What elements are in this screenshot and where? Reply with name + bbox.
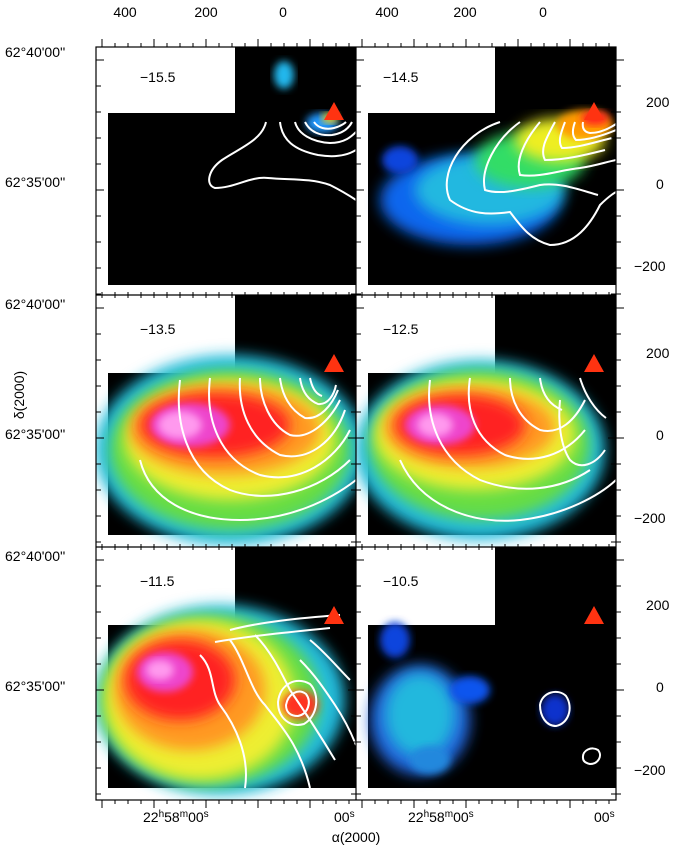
- panel-4: [356, 295, 616, 540]
- marker-triangle-4: [584, 354, 604, 372]
- top-tick-0-right: 0: [539, 4, 547, 20]
- y-axis-label: δ(2000): [11, 371, 27, 419]
- right-tick-200-row1: 200: [646, 94, 670, 110]
- right-tick-0-row3: 0: [656, 679, 664, 695]
- panel-3: [96, 295, 356, 545]
- panel-label-3: −13.5: [140, 321, 176, 337]
- right-tick-0-row2: 0: [656, 427, 664, 443]
- panel-label-2: −14.5: [383, 69, 419, 85]
- x-axis-label: α(2000): [332, 829, 381, 845]
- right-tick-200-row2: 200: [646, 345, 670, 361]
- dec-tick-4000-row2: 62°40'00'': [5, 296, 65, 312]
- top-tick-400-left: 400: [113, 4, 137, 20]
- panel-label-1: −15.5: [140, 69, 176, 85]
- tick-marks: [96, 39, 624, 808]
- panel-frames: [95, 46, 617, 801]
- right-tick-200-row3: 200: [646, 597, 670, 613]
- dec-tick-4000-row3: 62°40'00'': [5, 548, 65, 564]
- right-tick-m200-row3: −200: [634, 762, 666, 778]
- ra-tick-right-panel: 22h58m00s: [408, 809, 474, 825]
- dec-tick-3500-row3: 62°35'00'': [5, 678, 65, 694]
- top-tick-0-left: 0: [279, 4, 287, 20]
- dec-tick-3500-row1: 62°35'00'': [5, 174, 65, 190]
- panel-label-4: −12.5: [383, 321, 419, 337]
- panel-6: [368, 547, 616, 788]
- top-tick-200-left: 200: [194, 4, 218, 20]
- panel-2: [368, 47, 616, 285]
- panel-1: [108, 47, 356, 285]
- dec-tick-4000-row1: 62°40'00'': [5, 44, 65, 60]
- ra-tick-00s-right: 00s: [594, 809, 615, 825]
- panel-label-6: −10.5: [383, 573, 419, 589]
- top-tick-400-right: 400: [375, 4, 399, 20]
- marker-triangle-1: [324, 102, 344, 120]
- marker-triangle-6: [584, 606, 604, 624]
- marker-triangle-5: [324, 606, 344, 624]
- top-tick-200-right: 200: [453, 4, 477, 20]
- ra-tick-00s-left: 00s: [334, 809, 355, 825]
- marker-triangle-3: [324, 354, 344, 372]
- right-tick-0-row1: 0: [656, 176, 664, 192]
- dec-tick-3500-row2: 62°35'00'': [5, 426, 65, 442]
- panel-label-5: −11.5: [140, 573, 175, 589]
- panel-5: [96, 547, 356, 795]
- right-tick-m200-row1: −200: [634, 258, 666, 274]
- right-tick-m200-row2: −200: [634, 510, 666, 526]
- ra-tick-left: 22h58m00s: [143, 809, 209, 825]
- marker-triangle-2: [584, 102, 604, 120]
